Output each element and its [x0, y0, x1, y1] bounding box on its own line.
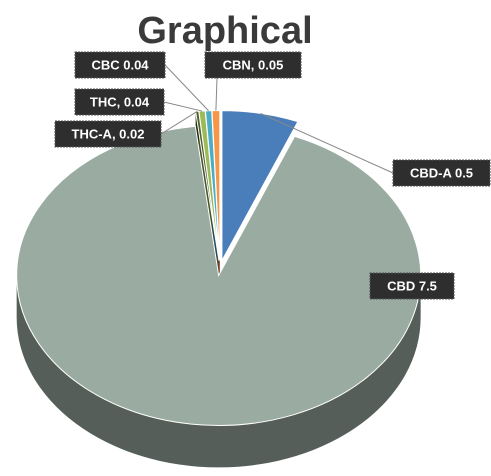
data-label: CBD-A 0.5: [410, 165, 473, 180]
data-label: THC-A, 0.02: [72, 126, 145, 141]
pie: [16, 110, 422, 468]
data-label: CBN, 0.05: [223, 57, 284, 72]
leader-line: [163, 101, 203, 112]
slice-side: [16, 275, 421, 468]
leader-line: [215, 77, 218, 111]
slice: [16, 125, 422, 426]
leader-line: [164, 64, 209, 112]
label-box: [204, 51, 302, 79]
leader-line: [160, 110, 198, 135]
label-box: [54, 120, 162, 148]
label-box: [392, 159, 491, 187]
label-box: [369, 272, 455, 300]
labels: CBD-A 0.5 CBD 7.5 THC-A, 0.02 THC, 0.04 CBC …: [54, 51, 491, 300]
label-box: [74, 51, 166, 79]
chart-title: Graphical: [137, 10, 312, 52]
leader-line: [260, 112, 394, 174]
data-label: THC, 0.04: [90, 94, 150, 109]
data-label: CBD 7.5: [387, 278, 437, 293]
label-box: [74, 88, 165, 116]
data-label: CBC 0.04: [91, 57, 149, 72]
